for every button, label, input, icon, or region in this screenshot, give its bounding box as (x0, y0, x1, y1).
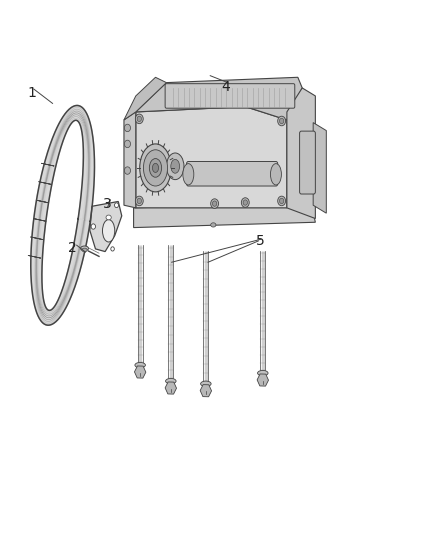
Text: 2: 2 (68, 241, 77, 255)
Ellipse shape (91, 224, 95, 229)
Polygon shape (287, 88, 315, 219)
Ellipse shape (124, 124, 131, 132)
Ellipse shape (166, 153, 184, 180)
Ellipse shape (140, 144, 171, 192)
Polygon shape (124, 77, 166, 120)
Ellipse shape (137, 198, 141, 204)
Ellipse shape (111, 247, 114, 251)
Polygon shape (124, 112, 136, 208)
Ellipse shape (270, 164, 281, 185)
Polygon shape (136, 77, 302, 120)
Polygon shape (134, 203, 315, 228)
Ellipse shape (211, 199, 219, 208)
Ellipse shape (258, 370, 268, 376)
Ellipse shape (279, 118, 284, 124)
Ellipse shape (211, 223, 216, 227)
Polygon shape (31, 106, 95, 325)
Ellipse shape (243, 200, 247, 205)
Ellipse shape (135, 114, 143, 124)
FancyBboxPatch shape (165, 84, 295, 108)
Ellipse shape (102, 220, 115, 242)
Ellipse shape (124, 140, 131, 148)
Ellipse shape (241, 198, 249, 207)
Ellipse shape (143, 150, 167, 186)
Ellipse shape (279, 198, 284, 204)
FancyBboxPatch shape (300, 131, 315, 194)
Text: 1: 1 (28, 86, 36, 100)
Ellipse shape (135, 196, 143, 206)
Ellipse shape (171, 159, 180, 173)
Ellipse shape (124, 167, 131, 174)
Ellipse shape (152, 163, 159, 173)
Ellipse shape (149, 159, 162, 177)
Ellipse shape (303, 149, 311, 171)
Polygon shape (136, 107, 287, 208)
Ellipse shape (212, 201, 217, 206)
Ellipse shape (278, 116, 286, 126)
Ellipse shape (106, 215, 111, 220)
Ellipse shape (201, 381, 211, 386)
Ellipse shape (166, 378, 176, 384)
Text: 3: 3 (103, 197, 112, 211)
Ellipse shape (278, 196, 286, 206)
Polygon shape (90, 201, 122, 252)
Ellipse shape (135, 362, 145, 368)
Ellipse shape (82, 248, 87, 252)
Ellipse shape (115, 203, 119, 207)
Text: 5: 5 (256, 234, 265, 248)
FancyBboxPatch shape (187, 161, 278, 186)
Ellipse shape (81, 246, 88, 251)
Text: 4: 4 (221, 80, 230, 94)
Polygon shape (313, 123, 326, 213)
Ellipse shape (137, 116, 141, 122)
Ellipse shape (183, 164, 194, 185)
